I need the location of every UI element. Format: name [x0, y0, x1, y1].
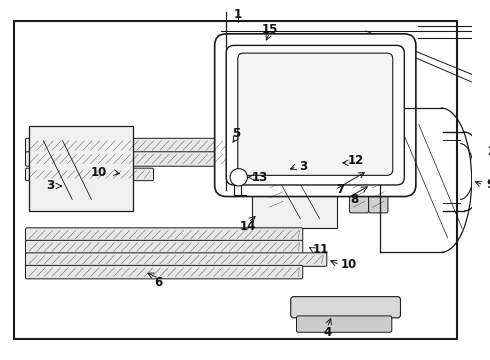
Bar — [252, 142, 337, 228]
Text: 15: 15 — [261, 23, 278, 36]
Text: 9: 9 — [487, 179, 490, 192]
Text: 11: 11 — [313, 243, 329, 256]
Text: 12: 12 — [348, 154, 364, 167]
FancyBboxPatch shape — [226, 45, 404, 185]
Text: 5: 5 — [232, 127, 240, 140]
Text: 4: 4 — [323, 326, 331, 339]
Text: 10: 10 — [341, 258, 357, 271]
Text: 3: 3 — [299, 160, 307, 173]
Bar — [29, 126, 133, 211]
Text: 2: 2 — [487, 145, 490, 158]
FancyBboxPatch shape — [215, 34, 416, 197]
FancyBboxPatch shape — [25, 228, 303, 241]
FancyBboxPatch shape — [25, 138, 269, 153]
Circle shape — [230, 168, 247, 186]
Text: 13: 13 — [252, 171, 268, 184]
Text: 8: 8 — [350, 193, 358, 206]
FancyBboxPatch shape — [296, 316, 392, 332]
FancyBboxPatch shape — [291, 297, 400, 318]
Text: 1: 1 — [234, 8, 242, 21]
FancyBboxPatch shape — [368, 132, 388, 213]
FancyBboxPatch shape — [266, 122, 287, 213]
FancyBboxPatch shape — [25, 168, 153, 181]
FancyBboxPatch shape — [25, 240, 303, 254]
Text: 14: 14 — [240, 220, 257, 233]
FancyBboxPatch shape — [326, 156, 385, 167]
Text: 10: 10 — [91, 166, 107, 179]
FancyBboxPatch shape — [349, 132, 368, 213]
FancyBboxPatch shape — [238, 53, 393, 175]
FancyBboxPatch shape — [25, 265, 303, 279]
Text: 7: 7 — [336, 183, 344, 196]
FancyBboxPatch shape — [25, 253, 327, 266]
Text: 3: 3 — [46, 179, 54, 193]
Text: 6: 6 — [155, 276, 163, 289]
FancyBboxPatch shape — [25, 152, 269, 166]
